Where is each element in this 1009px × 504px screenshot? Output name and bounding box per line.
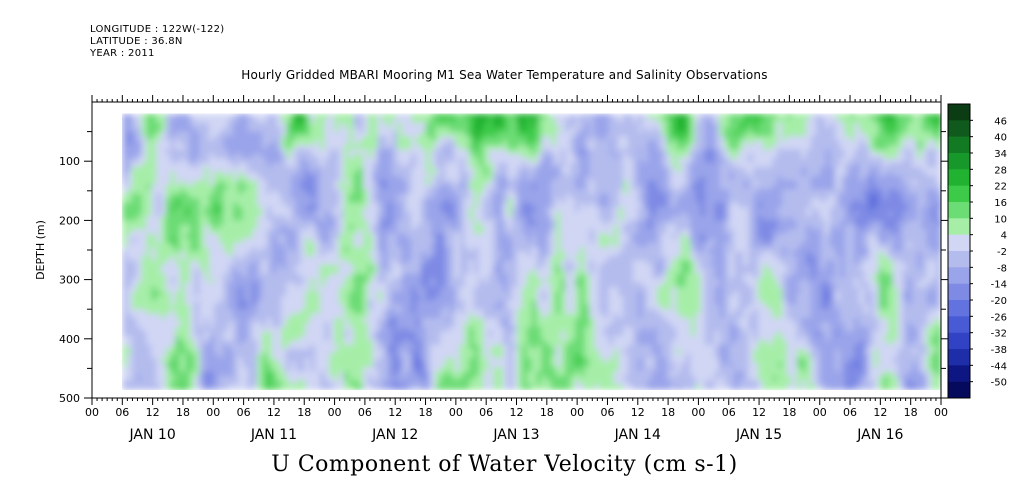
- colorbar-label: 46: [994, 116, 1007, 127]
- x-tick-label: 06: [115, 406, 129, 419]
- x-tick-label: 18: [176, 406, 190, 419]
- colorbar: 46 40 34 28 22 16 10 4 -2 -8 -14 -20 -26 -32 -38 -44 -50: [947, 103, 1007, 399]
- colorbar-label: -44: [991, 361, 1007, 372]
- colorbar-label: 4: [1001, 231, 1007, 242]
- y-tick-label: 400: [59, 333, 80, 346]
- colorbar-swatch: [948, 218, 970, 235]
- axes: 00 06 12 18 00 06 12 18 00 06 12 18 00 06 12 18 00 06 12 18…: [34, 95, 949, 443]
- colorbar-swatch: [948, 316, 970, 333]
- x-day-label: JAN 14: [614, 427, 661, 443]
- colorbar-swatch: [948, 202, 970, 219]
- x-tick-label: 18: [297, 406, 311, 419]
- chart-title: Hourly Gridded MBARI Mooring M1 Sea Wate…: [241, 68, 768, 82]
- latitude-label: LATITUDE : 36.8N: [90, 36, 183, 47]
- x-tick-label: 06: [600, 406, 614, 419]
- x-day-label: JAN 12: [371, 427, 418, 443]
- y-tick-label: 300: [59, 274, 80, 287]
- x-day-label: JAN 15: [735, 427, 782, 443]
- colorbar-swatch: [948, 365, 970, 382]
- x-tick-label: 12: [873, 406, 887, 419]
- colorbar-swatch: [948, 283, 970, 301]
- x-tick-label: 06: [237, 406, 251, 419]
- colorbar-label: 34: [994, 149, 1007, 160]
- x-day-label: JAN 11: [250, 427, 297, 443]
- colorbar-swatch: [948, 267, 970, 284]
- x-tick-label: 12: [631, 406, 645, 419]
- x-tick-label: 06: [843, 406, 857, 419]
- colorbar-label: -50: [991, 378, 1007, 389]
- colorbar-label: -26: [991, 312, 1007, 323]
- colorbar-swatch: [948, 169, 970, 186]
- colorbar-label: 22: [994, 182, 1007, 193]
- longitude-label: LONGITUDE : 122W(-122): [90, 24, 225, 35]
- x-tick-label: 00: [570, 406, 584, 419]
- colorbar-swatch: [948, 104, 970, 121]
- colorbar-swatch: [948, 300, 970, 317]
- x-tick-label: 12: [267, 406, 281, 419]
- colorbar-label: -20: [991, 296, 1007, 307]
- x-tick-label: 12: [146, 406, 160, 419]
- x-tick-label: 18: [419, 406, 433, 419]
- colorbar-swatch: [948, 349, 970, 366]
- x-tick-label: 00: [328, 406, 342, 419]
- x-tick-label: 00: [934, 406, 948, 419]
- colorbar-swatch: [948, 234, 970, 252]
- colorbar-swatch: [948, 251, 970, 268]
- colorbar-label: 16: [994, 198, 1007, 209]
- x-tick-label: 06: [722, 406, 736, 419]
- colorbar-label: -8: [997, 263, 1007, 274]
- colorbar-label: -32: [991, 329, 1007, 340]
- y-axis-label: DEPTH (m): [34, 220, 47, 280]
- colorbar-label: 40: [994, 133, 1007, 144]
- x-tick-label: 00: [691, 406, 705, 419]
- year-label: YEAR : 2011: [90, 48, 155, 59]
- x-tick-label: 12: [388, 406, 402, 419]
- variable-label: U Component of Water Velocity (cm s-1): [271, 452, 738, 477]
- x-day-label: JAN 13: [492, 427, 539, 443]
- x-day-label: JAN 10: [129, 427, 176, 443]
- colorbar-label: -2: [997, 247, 1007, 258]
- x-tick-label: 00: [813, 406, 827, 419]
- x-tick-label: 00: [449, 406, 463, 419]
- colorbar-swatch: [948, 153, 970, 170]
- colorbar-swatch: [948, 136, 970, 154]
- colorbar-swatch: [948, 120, 970, 137]
- x-tick-label: 06: [358, 406, 372, 419]
- colorbar-swatch: [948, 185, 970, 203]
- x-tick-label: 18: [540, 406, 554, 419]
- x-tick-label: 00: [85, 406, 99, 419]
- heatmap-field: [122, 113, 941, 390]
- colorbar-label: -14: [991, 280, 1007, 291]
- x-tick-label: 12: [752, 406, 766, 419]
- x-tick-label: 00: [206, 406, 220, 419]
- colorbar-swatch: [948, 332, 970, 350]
- y-tick-label: 500: [59, 392, 80, 405]
- y-tick-label: 100: [59, 155, 80, 168]
- colorbar-swatch: [948, 381, 970, 399]
- x-tick-label: 18: [904, 406, 918, 419]
- colorbar-label: 28: [994, 165, 1007, 176]
- x-tick-label: 12: [510, 406, 524, 419]
- colorbar-label: 10: [994, 214, 1007, 225]
- colorbar-label: -38: [991, 345, 1007, 356]
- x-day-label: JAN 16: [856, 427, 903, 443]
- x-tick-label: 18: [661, 406, 675, 419]
- x-tick-label: 18: [782, 406, 796, 419]
- y-tick-label: 200: [59, 214, 80, 227]
- x-tick-label: 06: [479, 406, 493, 419]
